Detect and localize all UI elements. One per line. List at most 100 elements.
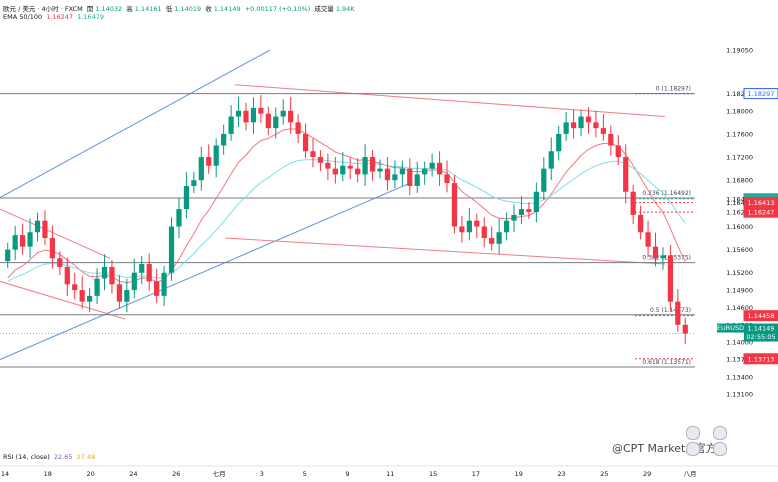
- candle-body: [12, 235, 18, 250]
- x-tick-label: 3: [260, 470, 264, 478]
- upper-trendline: [0, 49, 271, 198]
- candle-body: [161, 272, 167, 296]
- flag-icon: [713, 426, 727, 440]
- candle-body: [295, 122, 301, 134]
- price-tag-text: 1.18297: [748, 90, 775, 98]
- y-tick-label: 1.14900: [726, 287, 753, 295]
- candle-body: [124, 290, 130, 302]
- ema-legend[interactable]: EMA 50/100 1.16247 1.16479: [3, 13, 106, 21]
- candle-body: [392, 174, 398, 181]
- price-tag-text: 1.16247: [748, 209, 775, 217]
- fib-label: 0.236 (1.16492): [642, 190, 691, 197]
- candle-body: [57, 258, 63, 267]
- candle-body: [600, 128, 606, 134]
- candle-body: [511, 214, 517, 221]
- countdown-text: 02:55:05: [746, 333, 775, 341]
- ema-100-line: [7, 159, 686, 282]
- candle-body: [20, 235, 26, 247]
- candle-body: [459, 226, 465, 233]
- candle-body: [503, 220, 510, 233]
- candle-body: [280, 110, 286, 117]
- ema-lines: [7, 128, 686, 284]
- candle-body: [369, 157, 376, 172]
- candle-body: [429, 162, 435, 169]
- candle-body: [518, 209, 525, 215]
- candle-body: [27, 232, 33, 247]
- ema-100-value: 1.16479: [77, 13, 105, 21]
- candle-body: [146, 264, 152, 282]
- candle-body: [258, 107, 264, 114]
- support-line: [224, 237, 666, 265]
- rsi-legend[interactable]: RSI (14, close) 22.65 27.48: [3, 453, 97, 461]
- candle-body: [608, 133, 614, 146]
- candle-body: [265, 113, 271, 129]
- candle-body: [42, 220, 48, 239]
- candle-body: [675, 301, 681, 325]
- candle-body: [332, 168, 338, 175]
- candle-body: [570, 122, 577, 129]
- candle-body: [541, 168, 547, 192]
- price-tag-box: [743, 353, 778, 365]
- last-price-text: 1.14149: [748, 325, 775, 333]
- ema-label: EMA 50/100: [3, 13, 43, 21]
- flag-icon: [686, 442, 700, 456]
- candle-body: [317, 157, 324, 163]
- candle-body: [645, 232, 651, 247]
- candle-body: [451, 183, 458, 227]
- candle-body: [34, 220, 41, 233]
- x-tick-label: 20: [86, 470, 94, 478]
- candle-body: [72, 284, 78, 291]
- candle-body: [49, 238, 56, 259]
- symbol-title[interactable]: 欧元 / 美元 · 4小时 · FXCM: [3, 5, 83, 13]
- ema-50-value: 1.16247: [46, 13, 74, 21]
- candle-body: [615, 145, 621, 158]
- x-tick-label: 17: [472, 470, 480, 478]
- price-axis: 1.19050 1.18297 1.18000 1.17600 1.17200 1.168…: [695, 0, 778, 482]
- watermark: @CPT Markets 官方: [612, 440, 717, 456]
- x-tick-label: 18: [44, 470, 52, 478]
- x-tick-label: 14: [1, 470, 9, 478]
- candle-body: [474, 220, 480, 227]
- fib-label: 0 (1.18297): [656, 86, 691, 93]
- candle-body: [526, 209, 532, 212]
- x-tick-label: 23: [557, 470, 565, 478]
- y-tick-label: 1.18000: [726, 107, 753, 115]
- candle-body: [436, 162, 443, 175]
- watermark-text: @CPT Markets 官方: [612, 442, 717, 455]
- candle-body: [183, 185, 190, 210]
- candle-body: [578, 116, 584, 129]
- candle-body: [399, 168, 405, 175]
- fib-levels: 0 (1.18297) 0.236 (1.16492) 0.382 (1.15375…: [0, 86, 695, 368]
- low-value: 1.14019: [174, 5, 202, 13]
- candle-body: [563, 122, 569, 134]
- close-label: 收: [205, 5, 212, 13]
- fib-label: 0.382 (1.15375): [642, 255, 691, 262]
- candle-body: [444, 174, 450, 184]
- price-tag-text: 1.13713: [748, 355, 775, 363]
- candle-body: [355, 168, 361, 175]
- price-tag-box: [743, 206, 778, 218]
- candle-body: [637, 214, 644, 233]
- x-tick-label: 八月: [684, 470, 697, 478]
- change-value: +0.00117 (+0.10%): [244, 5, 311, 13]
- x-tick-label: 29: [643, 470, 651, 478]
- candle-body: [213, 145, 219, 166]
- x-tick-label: 19: [515, 470, 523, 478]
- last-price-box: [744, 323, 778, 342]
- flag-icon: [713, 442, 727, 456]
- x-tick-label: 26: [172, 470, 180, 478]
- candle-body: [623, 157, 629, 192]
- y-tick-label: 1.14000: [726, 339, 753, 347]
- rsi-label: RSI (14, close): [3, 453, 50, 461]
- candle-body: [652, 246, 659, 259]
- candle-body: [407, 168, 413, 186]
- candle-body: [548, 151, 554, 169]
- candle-body: [101, 266, 108, 279]
- candle-body: [630, 191, 636, 215]
- y-tick-label: 1.15200: [726, 269, 753, 277]
- candle-body: [362, 157, 368, 175]
- rsi-value-2: 27.48: [76, 453, 96, 461]
- candle-body: [377, 168, 383, 172]
- y-tick-label: 1.16413: [726, 199, 753, 207]
